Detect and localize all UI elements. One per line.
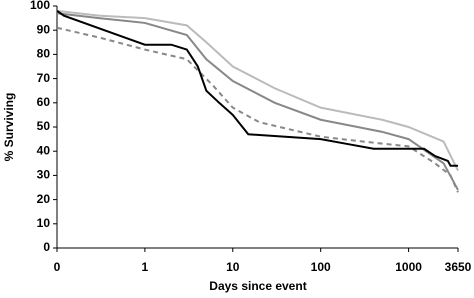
y-tick-label: 20 [37, 192, 51, 206]
survival-line [56, 26, 459, 193]
y-tick-label: 10 [37, 216, 51, 230]
x-tick-label: 100 [311, 260, 331, 274]
survival-line [56, 9, 459, 172]
y-tick-label: 80 [37, 47, 51, 61]
x-axis-title: Days since event [209, 279, 306, 293]
y-tick-label: 100 [30, 0, 50, 12]
y-tick-label: 90 [37, 22, 51, 36]
x-tick-label: 1000 [395, 260, 422, 274]
y-tick-label: 40 [37, 143, 51, 157]
y-tick-label: 60 [37, 95, 51, 109]
y-tick-label: 0 [43, 240, 50, 254]
y-tick-label: 50 [37, 119, 51, 133]
survival-line [56, 12, 459, 191]
y-tick-label: 70 [37, 71, 51, 85]
x-tick-label: 3650 [445, 260, 472, 274]
survival-line [56, 10, 458, 167]
x-tick-label: 0 [54, 260, 61, 274]
x-tick-label: 10 [226, 260, 240, 274]
y-axis-title: % Surviving [2, 93, 16, 162]
y-tick-label: 30 [37, 168, 51, 182]
x-tick-label: 1 [142, 260, 149, 274]
